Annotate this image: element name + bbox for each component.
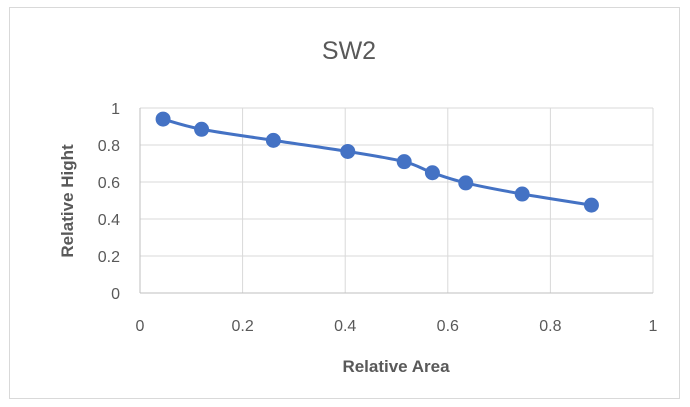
data-point bbox=[396, 154, 412, 170]
y-tick-label: 0.4 bbox=[98, 212, 120, 229]
tick-labels: 0 0.2 0.4 0.6 0.8 1 0 0.2 0.4 0.6 0.8 1 bbox=[98, 101, 658, 335]
x-axis-title: Relative Area bbox=[342, 357, 450, 376]
data-point bbox=[265, 132, 281, 148]
data-points bbox=[155, 111, 599, 213]
y-axis-title: Relative Hight bbox=[58, 144, 77, 258]
data-point bbox=[583, 197, 599, 213]
data-point bbox=[340, 143, 356, 159]
axes bbox=[139, 108, 653, 294]
x-tick-label: 0.6 bbox=[437, 318, 459, 335]
x-tick-label: 0.2 bbox=[231, 318, 253, 335]
y-tick-label: 1 bbox=[111, 101, 120, 118]
y-tick-label: 0.2 bbox=[98, 249, 120, 266]
y-tick-label: 0 bbox=[111, 286, 120, 303]
x-tick-label: 0.8 bbox=[539, 318, 561, 335]
x-tick-label: 0.4 bbox=[334, 318, 356, 335]
data-point bbox=[194, 121, 210, 137]
data-point bbox=[514, 186, 530, 202]
chart-title: SW2 bbox=[322, 37, 376, 65]
y-tick-label: 0.8 bbox=[98, 138, 120, 155]
y-tick-label: 0.6 bbox=[98, 175, 120, 192]
gridlines bbox=[140, 107, 654, 293]
data-point bbox=[458, 175, 474, 191]
data-point bbox=[424, 165, 440, 181]
data-point bbox=[155, 111, 171, 127]
x-tick-label: 0 bbox=[136, 318, 145, 335]
x-tick-label: 1 bbox=[649, 318, 658, 335]
